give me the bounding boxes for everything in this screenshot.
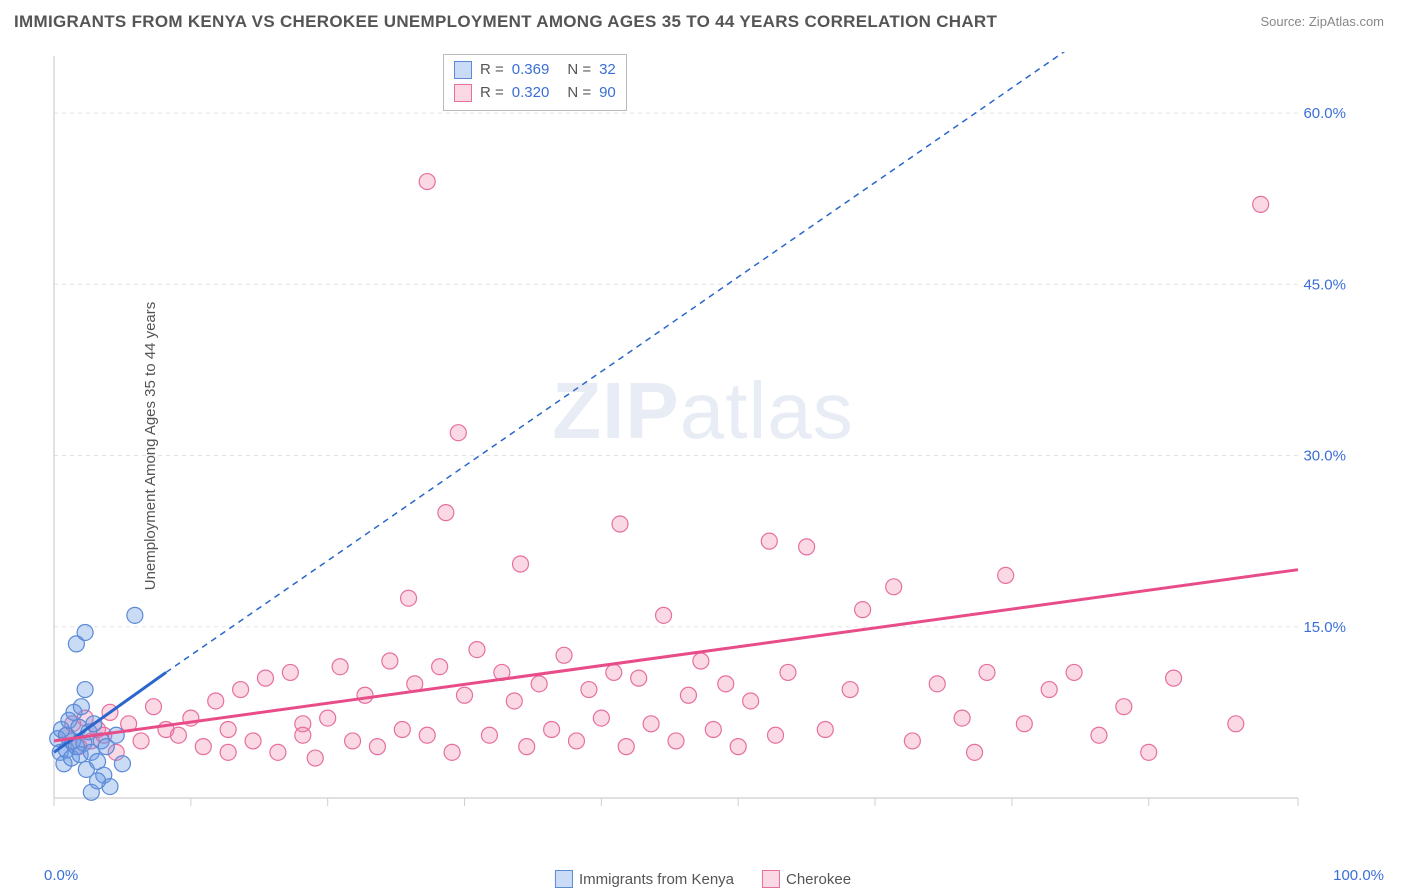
chart-title: IMMIGRANTS FROM KENYA VS CHEROKEE UNEMPL… xyxy=(14,12,997,32)
x-legend-cherokee-label: Cherokee xyxy=(786,871,851,888)
plot-area: 15.0%30.0%45.0%60.0% ZIPatlas R =0.369 N… xyxy=(48,52,1358,832)
x-legend-cherokee: Cherokee xyxy=(762,870,851,888)
stats-legend: R =0.369 N =32 R =0.320 N =90 xyxy=(443,54,627,111)
svg-text:30.0%: 30.0% xyxy=(1303,448,1346,465)
swatch-cherokee-icon xyxy=(762,870,780,888)
svg-text:15.0%: 15.0% xyxy=(1303,619,1346,636)
source-attribution: Source: ZipAtlas.com xyxy=(1260,14,1384,29)
swatch-kenya-icon xyxy=(555,870,573,888)
swatch-cherokee xyxy=(454,84,472,102)
x-max-label: 100.0% xyxy=(1333,867,1384,884)
chart-container: IMMIGRANTS FROM KENYA VS CHEROKEE UNEMPL… xyxy=(0,0,1406,892)
swatch-kenya xyxy=(454,61,472,79)
x-legend-kenya-label: Immigrants from Kenya xyxy=(579,871,734,888)
x-legend: Immigrants from Kenya Cherokee xyxy=(555,870,851,888)
stats-row-cherokee: R =0.320 N =90 xyxy=(454,82,616,105)
svg-text:60.0%: 60.0% xyxy=(1303,105,1346,122)
stats-row-kenya: R =0.369 N =32 xyxy=(454,59,616,82)
x-legend-kenya: Immigrants from Kenya xyxy=(555,870,734,888)
svg-text:45.0%: 45.0% xyxy=(1303,276,1346,293)
scatter-svg: 15.0% 30.0% 45.0% 60.0% xyxy=(48,52,1358,832)
x-min-label: 0.0% xyxy=(44,867,78,884)
